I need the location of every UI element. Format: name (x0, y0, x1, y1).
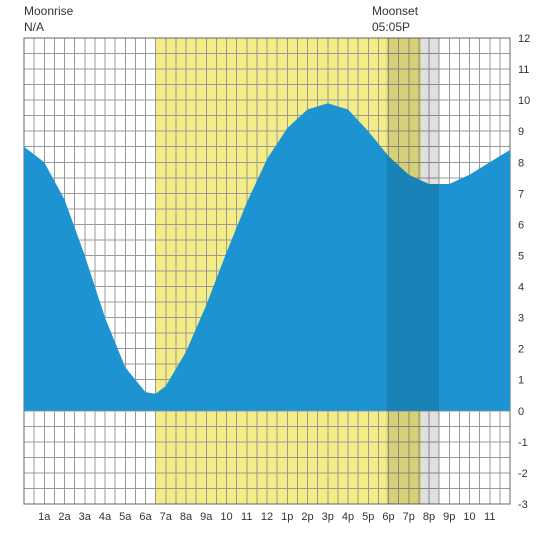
svg-text:4p: 4p (342, 511, 354, 523)
moonrise-label: Moonrise N/A (24, 4, 73, 35)
svg-text:11: 11 (518, 64, 529, 76)
svg-text:7p: 7p (403, 511, 415, 523)
svg-text:10: 10 (220, 511, 232, 523)
svg-text:3a: 3a (79, 511, 92, 523)
svg-text:8: 8 (518, 157, 524, 169)
svg-text:6p: 6p (382, 511, 394, 523)
svg-text:3p: 3p (322, 511, 334, 523)
svg-text:10: 10 (518, 95, 530, 107)
svg-text:12: 12 (518, 33, 530, 45)
moonrise-title: Moonrise (24, 4, 73, 18)
svg-text:1a: 1a (38, 511, 51, 523)
svg-text:12: 12 (261, 511, 273, 523)
svg-text:8a: 8a (180, 511, 193, 523)
svg-text:6a: 6a (139, 511, 152, 523)
svg-text:9a: 9a (200, 511, 213, 523)
svg-text:2a: 2a (58, 511, 71, 523)
chart-svg: 1a2a3a4a5a6a7a8a9a1011121p2p3p4p5p6p7p8p… (0, 0, 550, 550)
svg-text:10: 10 (463, 511, 475, 523)
svg-text:11: 11 (484, 511, 495, 523)
tide-chart: Moonrise N/A Moonset 05:05P 1a 2a 3a 4a 5a 6a… (0, 0, 550, 550)
svg-text:11: 11 (241, 511, 252, 523)
svg-text:-1: -1 (518, 437, 528, 449)
svg-text:1: 1 (518, 375, 524, 387)
svg-text:7a: 7a (160, 511, 173, 523)
svg-text:4a: 4a (99, 511, 112, 523)
svg-text:7: 7 (518, 188, 524, 200)
moonset-value: 05:05P (372, 20, 410, 34)
svg-text:5a: 5a (119, 511, 132, 523)
svg-text:0: 0 (518, 406, 524, 418)
moonrise-value: N/A (24, 20, 44, 34)
svg-text:-3: -3 (518, 499, 528, 511)
svg-text:5: 5 (518, 250, 524, 262)
svg-text:5p: 5p (362, 511, 374, 523)
svg-text:2: 2 (518, 344, 524, 356)
svg-text:9p: 9p (443, 511, 455, 523)
moonset-title: Moonset (372, 4, 418, 18)
svg-text:6: 6 (518, 219, 524, 231)
svg-text:3: 3 (518, 313, 524, 325)
svg-text:9: 9 (518, 126, 524, 138)
svg-text:2p: 2p (301, 511, 313, 523)
svg-text:1p: 1p (281, 511, 293, 523)
svg-text:8p: 8p (423, 511, 435, 523)
svg-text:-2: -2 (518, 468, 528, 480)
moonset-label: Moonset 05:05P (372, 4, 418, 35)
svg-text:4: 4 (518, 282, 524, 294)
